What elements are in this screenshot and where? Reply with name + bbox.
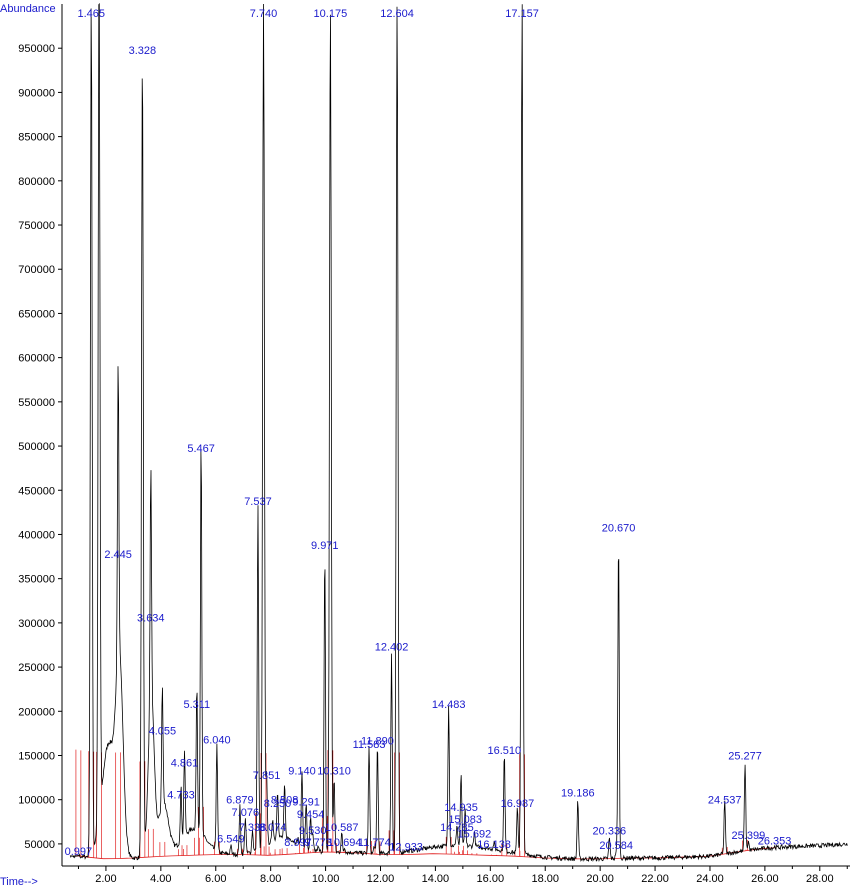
peak-label: 7.537 — [244, 496, 272, 508]
integration-lines — [75, 749, 778, 860]
peak-label: 20.670 — [602, 522, 636, 534]
peak-labels: 0.997 1.465 2.445 3.328 3.634 4.055 4.733 4.861… — [65, 8, 792, 858]
peak-label: 24.537 — [708, 795, 742, 807]
peak-label: 12.933 — [389, 842, 423, 854]
y-tick-label: 350000 — [18, 574, 55, 586]
y-tick-label: 950000 — [18, 43, 55, 55]
peak-label: 11.890 — [361, 735, 394, 747]
x-tick-label: 6.00 — [205, 873, 226, 885]
x-ticks: 2.00 4.00 6.00 8.00 10.00 12.00 14.00 16.00 18.0… — [77, 866, 848, 885]
x-tick-label: 2.00 — [95, 873, 116, 885]
x-tick-label: 22.00 — [641, 873, 669, 885]
y-tick-label: 250000 — [18, 662, 55, 674]
integration-baseline — [75, 847, 776, 860]
x-tick-label: 28.00 — [806, 873, 834, 885]
y-tick-label: 400000 — [18, 529, 55, 541]
peak-label: 7.076 — [232, 807, 260, 819]
peak-label: 20.336 — [593, 826, 627, 838]
peak-label: 14.483 — [432, 699, 466, 711]
peak-label: 1.465 — [77, 8, 105, 20]
peak-label: 15.083 — [448, 814, 482, 826]
y-ticks: 50000 100000 150000 200000 250000 300000 35000… — [18, 43, 62, 851]
peak-label: 15.692 — [458, 828, 492, 840]
peak-label: 4.733 — [167, 789, 195, 801]
peak-label: 0.997 — [65, 846, 93, 858]
peak-label: 26.353 — [758, 835, 792, 847]
y-tick-label: 100000 — [18, 795, 55, 807]
peak-label: 10.694 — [328, 837, 362, 849]
chromatogram-line — [69, 2, 848, 863]
peak-label: 3.634 — [137, 613, 165, 625]
x-tick-label: 14.00 — [422, 873, 450, 885]
y-tick-label: 800000 — [18, 176, 55, 188]
x-tick-label: 24.00 — [696, 873, 724, 885]
peak-label: 12.402 — [375, 642, 409, 654]
peak-label: 16.510 — [487, 745, 521, 757]
peak-label: 9.773 — [304, 837, 332, 849]
peak-label: 6.879 — [226, 795, 254, 807]
peak-label: 9.530 — [299, 825, 327, 837]
y-tick-label: 200000 — [18, 706, 55, 718]
y-tick-label: 550000 — [18, 397, 55, 409]
y-axis-label: Abundance — [0, 3, 56, 15]
peak-label: 5.467 — [187, 443, 215, 455]
peak-label: 10.587 — [325, 822, 359, 834]
peak-label: 3.328 — [129, 45, 157, 57]
peak-label: 14.785 — [440, 822, 474, 834]
x-tick-label: 8.00 — [260, 873, 281, 885]
peak-label: 8.250 — [264, 798, 292, 810]
peak-label: 20.584 — [599, 840, 633, 852]
peak-label: 9.454 — [297, 809, 325, 821]
peak-label: 8.997 — [284, 837, 312, 849]
peak-label: 10.310 — [317, 766, 351, 778]
peak-label: 17.157 — [505, 8, 539, 20]
x-tick-label: 12.00 — [367, 873, 395, 885]
y-tick-label: 50000 — [24, 839, 55, 851]
peak-label: 10.175 — [314, 8, 348, 20]
peak-label: 14.935 — [444, 802, 478, 814]
y-tick-label: 300000 — [18, 618, 55, 630]
peak-label: 11.774 — [358, 837, 391, 849]
peak-label: 4.055 — [149, 726, 177, 738]
x-tick-label: 18.00 — [531, 873, 559, 885]
peak-label: 8.508 — [271, 795, 299, 807]
y-tick-label: 500000 — [18, 441, 55, 453]
peak-label: 8.074 — [259, 822, 287, 834]
y-tick-label: 650000 — [18, 308, 55, 320]
y-tick-label: 850000 — [18, 132, 55, 144]
x-tick-label: 10.00 — [312, 873, 340, 885]
x-tick-label: 26.00 — [751, 873, 779, 885]
peak-label: 25.277 — [728, 750, 762, 762]
peak-label: 5.311 — [183, 699, 210, 711]
peak-label: 6.549 — [217, 834, 245, 846]
peak-label: 7.740 — [250, 8, 278, 20]
y-tick-label: 900000 — [18, 87, 55, 99]
peak-label: 6.040 — [203, 735, 231, 747]
peak-label: 7.338 — [239, 822, 267, 834]
peak-label: 11.583 — [353, 739, 386, 751]
peak-label: 2.445 — [104, 549, 132, 561]
x-axis-label: Time--> — [0, 876, 38, 888]
peak-label: 9.291 — [292, 796, 320, 808]
peak-label: 16.987 — [501, 798, 535, 810]
y-tick-label: 450000 — [18, 485, 55, 497]
y-tick-label: 700000 — [18, 264, 55, 276]
x-tick-label: 16.00 — [477, 873, 505, 885]
peak-label: 19.186 — [561, 788, 595, 800]
y-tick-label: 750000 — [18, 220, 55, 232]
y-tick-label: 150000 — [18, 750, 55, 762]
peak-label: 7.851 — [253, 770, 281, 782]
x-tick-label: 20.00 — [586, 873, 614, 885]
y-tick-label: 600000 — [18, 353, 55, 365]
peak-label: 9.971 — [311, 540, 339, 552]
peak-label: 12.604 — [380, 8, 414, 20]
peak-label: 4.861 — [171, 758, 199, 770]
x-tick-label: 4.00 — [150, 873, 171, 885]
peak-label: 25.399 — [732, 830, 766, 842]
chromatogram-trace — [69, 2, 848, 863]
peak-label: 9.140 — [288, 766, 316, 778]
peak-label: 16.138 — [477, 839, 511, 851]
